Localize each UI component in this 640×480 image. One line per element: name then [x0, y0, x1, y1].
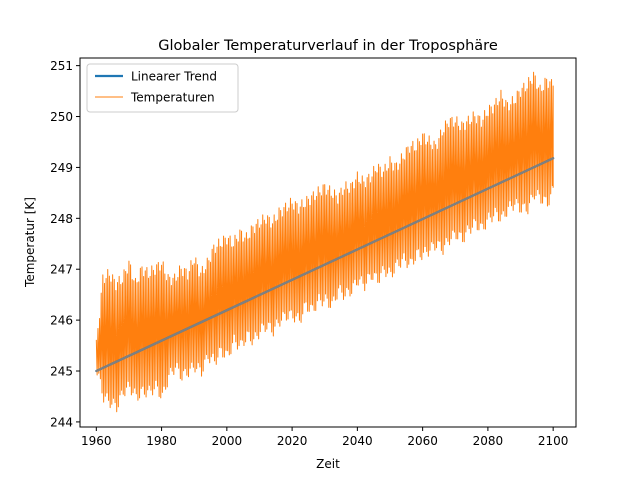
x-tick-label: 2080: [473, 434, 504, 448]
x-tick-label: 2060: [407, 434, 438, 448]
y-axis: 244 245 246 247 248 249 250 251: [50, 59, 80, 429]
chart-title: Globaler Temperaturverlauf in der Tropos…: [158, 38, 498, 54]
x-tick-label: 2040: [342, 434, 373, 448]
y-tick-label: 249: [50, 161, 73, 175]
x-tick-label: 2000: [212, 434, 243, 448]
y-tick-label: 247: [50, 263, 73, 277]
plot-area: [95, 71, 555, 413]
x-tick-label: 2100: [538, 434, 569, 448]
series-linearer-trend-overlay: [95, 157, 555, 373]
y-tick-label: 244: [50, 415, 73, 429]
x-tick-label: 1980: [146, 434, 177, 448]
x-axis-label: Zeit: [316, 457, 340, 471]
y-axis-label: Temperatur [K]: [23, 197, 37, 288]
y-tick-label: 248: [50, 212, 73, 226]
legend-label-temperatures: Temperaturen: [130, 91, 215, 105]
x-axis: 1960 1980 2000 2020 2040 2060 2080 2100: [81, 427, 568, 448]
x-tick-label: 1960: [81, 434, 112, 448]
legend-box: [86, 63, 239, 113]
y-tick-label: 245: [50, 365, 73, 379]
legend: Linearer Trend Temperaturen: [86, 63, 239, 113]
axes-frame: [79, 57, 577, 428]
y-tick-label: 251: [50, 59, 73, 73]
y-tick-label: 250: [50, 110, 73, 124]
x-tick-label: 2020: [277, 434, 308, 448]
series-temperaturen-line: [95, 71, 554, 413]
y-tick-label: 246: [50, 314, 73, 328]
legend-label-trend: Linearer Trend: [131, 70, 217, 84]
